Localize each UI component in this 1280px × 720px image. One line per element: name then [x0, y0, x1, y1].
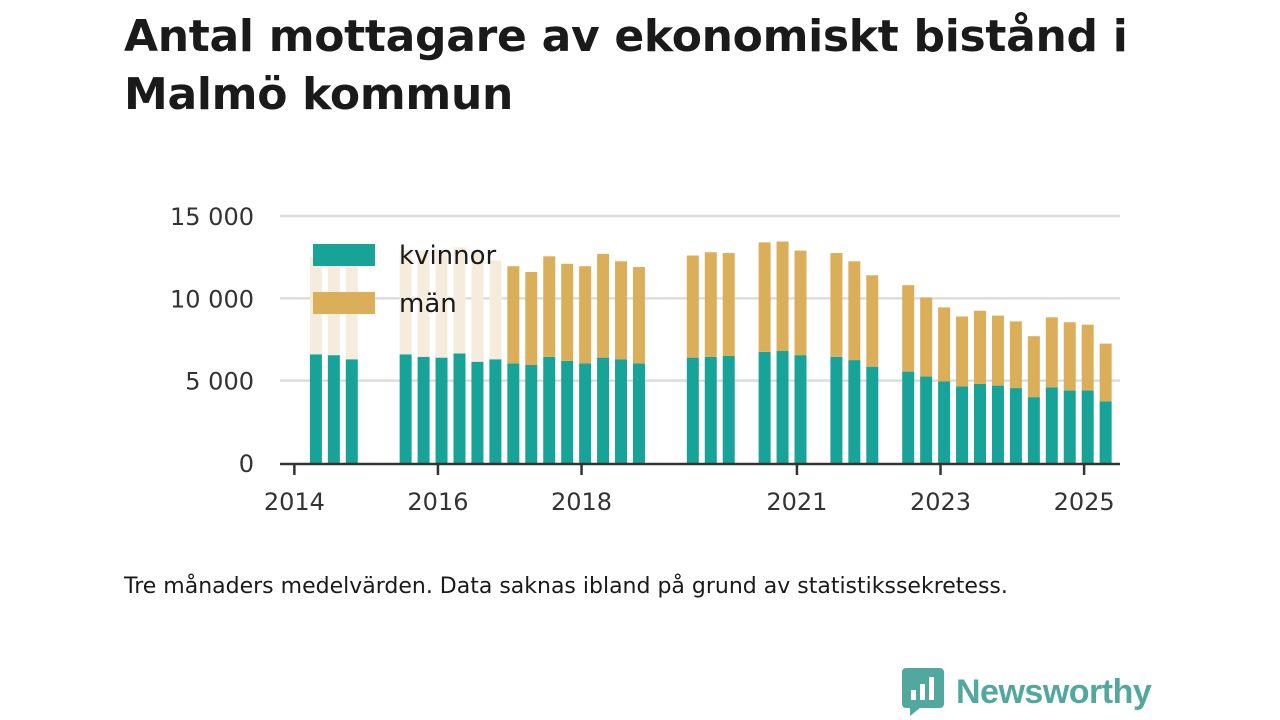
bar-kvinnor [399, 354, 412, 463]
legend-label: män [399, 289, 457, 319]
bar-kvinnor [794, 355, 807, 463]
bar-kvinnor [632, 363, 645, 463]
brand: Newsworthy [902, 668, 1152, 716]
bar-man [722, 253, 735, 356]
bar-kvinnor [579, 363, 592, 463]
bar-kvinnor [704, 356, 717, 463]
bar-man [902, 285, 915, 372]
bar-man [525, 271, 538, 366]
bar-kvinnor [722, 355, 735, 463]
bar-man [579, 266, 592, 364]
bar-man [1027, 336, 1040, 398]
bar-man [830, 253, 843, 357]
bar-man [758, 242, 771, 352]
bar-man [507, 266, 520, 364]
y-tick-label: 5 000 [185, 368, 254, 396]
brand-name: Newsworthy [956, 672, 1152, 711]
x-tick-label: 2025 [1054, 488, 1115, 516]
bar-kvinnor [1027, 397, 1040, 463]
x-tick-label: 2023 [910, 488, 971, 516]
bar-kvinnor [309, 354, 322, 463]
bar-kvinnor [615, 359, 628, 463]
bar-man [1009, 321, 1022, 389]
bar-kvinnor [974, 383, 986, 463]
x-tick-label: 2014 [264, 488, 325, 516]
bar-man [489, 260, 502, 360]
bar-man [597, 253, 610, 358]
bar-kvinnor [525, 365, 538, 463]
bar-man [399, 249, 412, 355]
legend-swatch [313, 244, 375, 266]
x-tick-label: 2016 [407, 488, 468, 516]
legend-swatch [313, 292, 375, 314]
legend-label: kvinnor [399, 241, 497, 271]
legend: kvinnor män [313, 241, 497, 319]
bar-man [435, 249, 448, 358]
bar-man [1081, 324, 1094, 391]
bar-kvinnor [991, 385, 1004, 463]
bar-kvinnor [866, 366, 879, 463]
bar-man [704, 252, 717, 357]
bar-man [920, 297, 933, 377]
bar-man [615, 261, 628, 360]
bar-man [543, 256, 556, 357]
bar-kvinnor [1099, 401, 1112, 463]
bar-kvinnor [417, 356, 430, 463]
chart-title: Antal mottagare av ekonomiskt bistånd i … [124, 11, 1128, 120]
bar-kvinnor [776, 351, 789, 463]
bar-kvinnor [543, 356, 556, 463]
bar-kvinnor [956, 386, 969, 463]
bar-man [1099, 343, 1112, 402]
bar-kvinnor [1081, 390, 1094, 463]
bar-layer [309, 241, 1112, 463]
x-tick-label: 2021 [766, 488, 827, 516]
y-tick-label: 0 [239, 450, 254, 478]
newsworthy-logo-icon [902, 668, 944, 716]
bar-kvinnor [1045, 387, 1058, 463]
bar-man [956, 316, 969, 387]
bar-kvinnor [327, 355, 340, 463]
bar-man [417, 250, 430, 357]
bar-man [686, 255, 699, 358]
bar-kvinnor [938, 381, 951, 463]
bar-man [848, 261, 861, 361]
bar-man [974, 310, 986, 384]
bar-man [794, 250, 807, 356]
bar-man [453, 247, 466, 354]
bar-man [776, 241, 789, 352]
bar-kvinnor [435, 357, 448, 463]
bar-kvinnor [920, 376, 933, 463]
y-tick-label: 15 000 [170, 203, 254, 231]
bar-man [1045, 317, 1058, 388]
bar-man [471, 251, 484, 362]
bar-kvinnor [1009, 388, 1022, 463]
bar-kvinnor [1063, 390, 1076, 463]
bar-man [632, 267, 645, 364]
footnote: Tre månaders medelvärden. Data saknas ib… [124, 574, 1008, 599]
bar-kvinnor [471, 361, 484, 463]
bar-kvinnor [507, 363, 520, 463]
y-tick-label: 10 000 [170, 285, 254, 313]
bar-kvinnor [561, 360, 574, 463]
bar-kvinnor [848, 360, 861, 463]
bar-kvinnor [345, 359, 358, 463]
bar-kvinnor [453, 353, 466, 463]
bar-kvinnor [830, 356, 843, 463]
bar-man [561, 263, 574, 361]
bar-kvinnor [686, 357, 699, 463]
x-tick-label: 2018 [551, 488, 612, 516]
bar-man [991, 315, 1004, 386]
axis-layer: 0 5 000 10 000 15 000 2014 2016 2018 2021 2023 20… [170, 203, 1120, 516]
bar-kvinnor [902, 371, 915, 463]
bar-kvinnor [489, 359, 502, 463]
bar-man [866, 275, 879, 367]
bar-kvinnor [758, 351, 771, 463]
bar-man [938, 307, 951, 382]
bar-kvinnor [597, 357, 610, 463]
bar-man [1063, 322, 1076, 391]
